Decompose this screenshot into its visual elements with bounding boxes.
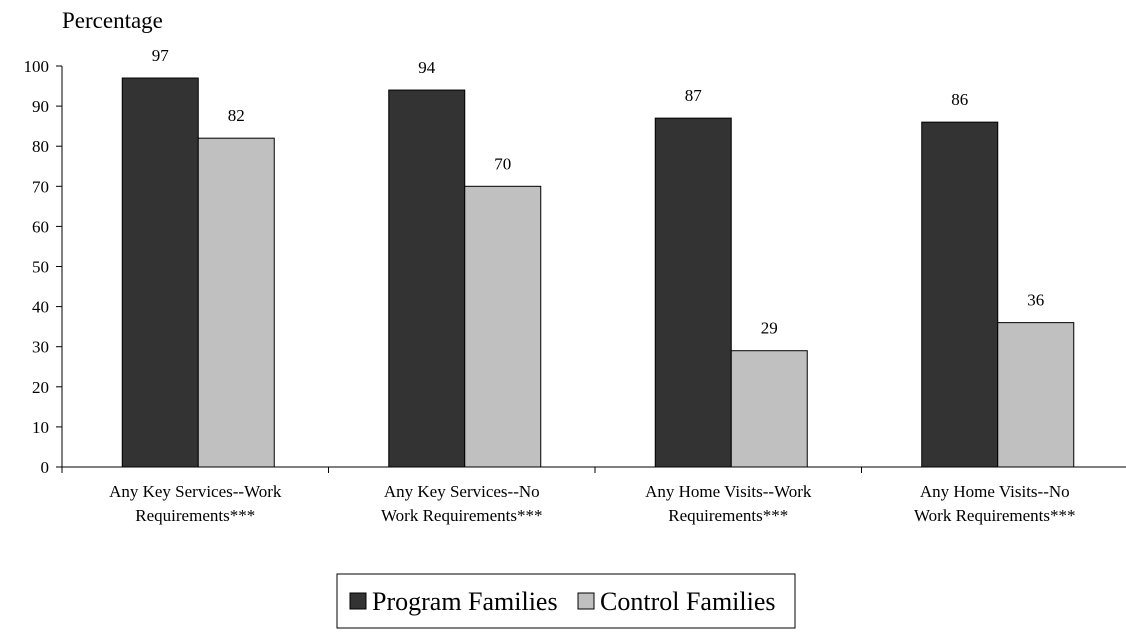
x-category-label-line: Work Requirements***: [914, 506, 1076, 525]
bar-program-3: [654, 117, 732, 468]
x-category-label-line: Any Home Visits--No: [920, 482, 1070, 501]
data-label: 87: [685, 86, 703, 105]
x-category-label: Any Home Visits--Work Requirements***: [645, 482, 812, 525]
x-category-label-line: Requirements***: [668, 506, 788, 525]
data-label: 82: [228, 106, 245, 125]
y-tick-label: 80: [32, 137, 49, 156]
data-label: 86: [951, 90, 968, 109]
y-tick-label: 50: [32, 258, 49, 277]
y-tick-label: 90: [32, 97, 49, 116]
bar-program-2: [388, 89, 466, 468]
bar-control-1: [197, 137, 275, 468]
y-axis: 0 10 20 30 40 50 60 70 80 90 100: [24, 57, 63, 477]
legend-box: [336, 573, 796, 629]
data-label: 97: [152, 46, 170, 65]
legend-label-control: Control Families: [600, 587, 776, 616]
x-category-label: Any Key Services--No Work Requirements***: [381, 482, 543, 525]
data-label: 94: [418, 58, 436, 77]
x-category-label-line: Any Key Services--Work: [109, 482, 282, 501]
y-tick-label: 70: [32, 177, 49, 196]
y-tick-label: 100: [24, 57, 50, 76]
y-axis-title: Percentage: [62, 8, 163, 33]
x-category-label: Any Key Services--Work Requirements***: [109, 482, 282, 525]
x-category-label-line: Any Home Visits--Work: [645, 482, 812, 501]
y-tick-label: 10: [32, 418, 49, 437]
bar-program-1: [121, 77, 199, 468]
data-label: 36: [1027, 291, 1044, 310]
bar-control-3: [730, 350, 808, 468]
x-axis: Any Key Services--Work Requirements***Any…: [61, 466, 1126, 525]
x-category-label-line: Any Key Services--No: [384, 482, 540, 501]
y-tick-label: 30: [32, 338, 49, 357]
bar-control-2: [464, 185, 542, 468]
bars: [121, 77, 1075, 468]
legend-swatch-control: [577, 592, 595, 610]
x-category-label: Any Home Visits--No Work Requirements***: [914, 482, 1076, 525]
legend-swatch-program: [349, 592, 367, 610]
y-tick-label: 60: [32, 217, 49, 236]
y-tick-label: 20: [32, 378, 49, 397]
x-category-label-line: Work Requirements***: [381, 506, 543, 525]
y-tick-label: 40: [32, 298, 49, 317]
data-label: 70: [494, 154, 511, 173]
bar-control-4: [997, 322, 1075, 468]
data-labels: 97 82 94 70 87 29 86 36: [152, 46, 1045, 338]
x-category-label-line: Requirements***: [135, 506, 255, 525]
y-tick-label: 0: [41, 458, 50, 477]
legend-label-program: Program Families: [372, 587, 558, 616]
data-label: 29: [761, 319, 778, 338]
bar-program-4: [921, 121, 999, 468]
legend: Program Families Control Families: [336, 573, 796, 629]
